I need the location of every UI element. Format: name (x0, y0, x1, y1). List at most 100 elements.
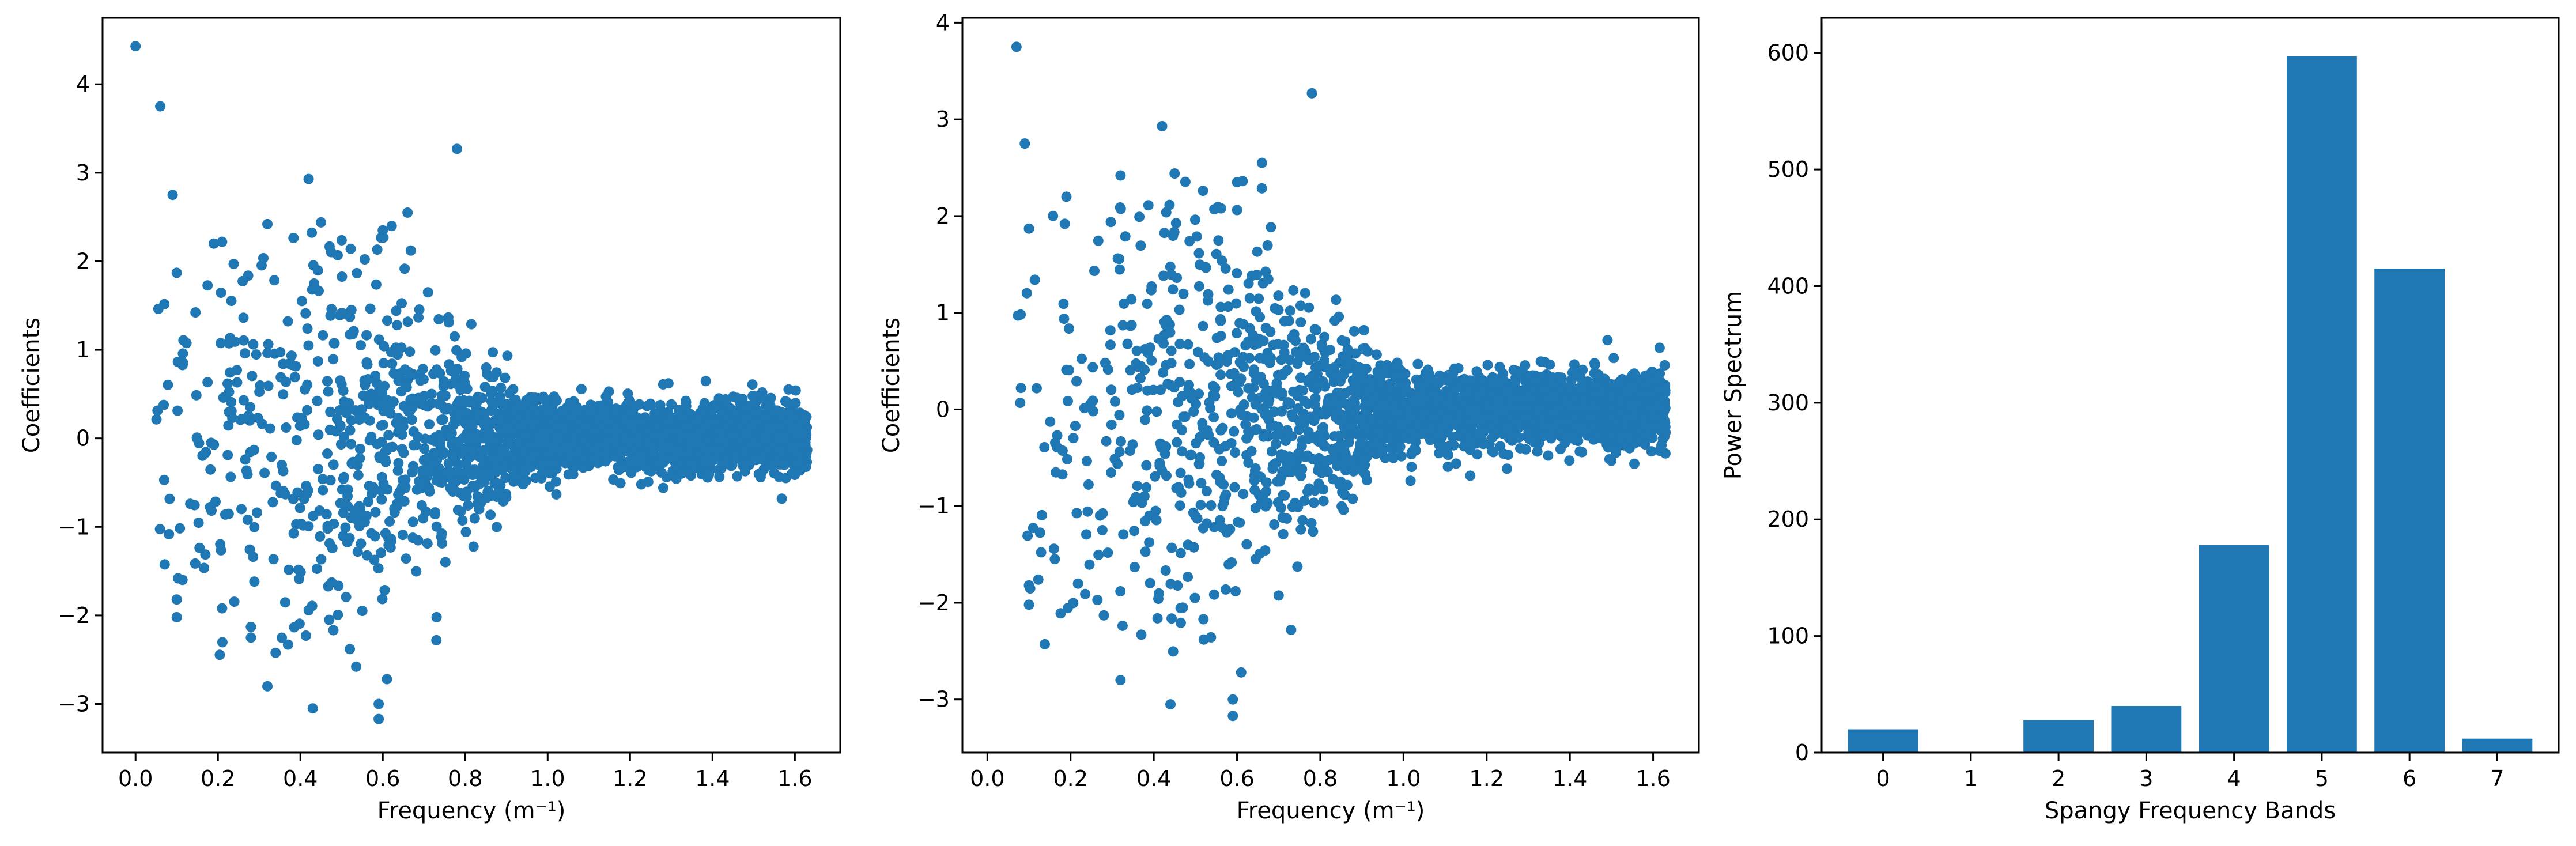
scatter-point (163, 379, 173, 390)
scatter-point (1172, 437, 1183, 448)
scatter-point (1357, 437, 1368, 448)
scatter-point (418, 513, 429, 524)
scatter-point (588, 405, 599, 416)
scatter-point (1528, 437, 1539, 448)
scatter-point (576, 384, 587, 395)
scatter-point (222, 450, 233, 460)
scatter-point (457, 515, 468, 526)
scatter-point (1127, 439, 1138, 450)
scatter-point (441, 404, 452, 415)
scatter-point (342, 491, 353, 502)
scatter-point (1238, 399, 1249, 410)
scatter-point (1269, 519, 1280, 530)
scatter-point (1115, 586, 1126, 596)
scatter-point (245, 632, 256, 643)
scatter-point (1131, 492, 1142, 503)
scatter-point (1243, 383, 1254, 394)
scatter-point (430, 448, 441, 459)
scatter-point (444, 467, 455, 478)
scatter-point (401, 553, 411, 564)
scatter-point (1203, 295, 1213, 306)
scatter-point (1249, 339, 1260, 350)
scatter-point (471, 432, 482, 443)
scatter-point (1396, 451, 1407, 462)
scatter-point (312, 563, 322, 574)
scatter-point (1309, 497, 1319, 508)
scatter-point (1213, 235, 1224, 246)
scatter-point (1062, 454, 1072, 464)
scatter-point (728, 447, 739, 458)
scatter-point (1318, 496, 1329, 507)
scatter-point (1142, 405, 1153, 416)
scatter-point (793, 449, 804, 460)
scatter-point (279, 597, 290, 608)
scatter-point (288, 233, 299, 243)
scatter-point (1036, 509, 1047, 520)
scatter-point (1102, 547, 1113, 558)
scatter-point (1081, 456, 1092, 467)
scatter-point (1370, 426, 1381, 437)
scatter-point (459, 396, 470, 406)
scatter-point (307, 227, 318, 238)
scatter-point (1208, 589, 1219, 600)
scatter-point (1397, 370, 1408, 381)
scatter-point (1166, 380, 1177, 391)
scatter-point (358, 390, 369, 401)
scatter-point (1588, 411, 1598, 422)
scatter-point (363, 496, 373, 507)
scatter-point (1321, 455, 1332, 466)
scatter-point (620, 416, 631, 427)
scatter-point (346, 439, 357, 450)
scatter-point (217, 236, 228, 247)
scatter-point (473, 409, 484, 420)
scatter-point (1217, 523, 1228, 534)
scatter-point (552, 433, 563, 444)
scatter-point (167, 190, 178, 201)
scatter-point (366, 431, 377, 442)
scatter-point (345, 329, 356, 340)
scatter-point (1058, 299, 1069, 309)
scatter-point (175, 523, 186, 534)
scatter-point (573, 416, 584, 426)
scatter-point (335, 498, 346, 509)
scatter-point (527, 401, 538, 412)
scatter-point (1314, 430, 1325, 441)
scatter-point (287, 360, 298, 371)
scatter-point (376, 547, 387, 558)
scatter-point (228, 259, 239, 270)
scatter-point (1106, 384, 1117, 395)
scatter-point (1114, 254, 1125, 265)
scatter-point (1338, 504, 1349, 515)
scatter-point (1135, 240, 1146, 251)
scatter-point (520, 466, 531, 477)
scatter-point (386, 221, 397, 232)
scatter-point (1238, 361, 1249, 372)
scatter-point (1285, 354, 1295, 365)
scatter-point (262, 218, 273, 229)
scatter-point (328, 519, 339, 530)
scatter-point (580, 421, 591, 432)
x-tick-label: 0.0 (118, 766, 153, 791)
scatter-point (1166, 345, 1177, 356)
scatter-point (1295, 524, 1306, 535)
y-tick-label: 2 (76, 248, 90, 274)
scatter-point (628, 424, 639, 435)
scatter-point (190, 558, 201, 569)
scatter-point (734, 433, 745, 444)
scatter-point (1050, 437, 1060, 448)
scatter-point (1260, 266, 1271, 277)
scatter-point (537, 468, 547, 479)
scatter-point (389, 503, 400, 514)
scatter-point (1282, 513, 1292, 524)
scatter-point (474, 504, 485, 515)
scatter-point (462, 408, 473, 418)
scatter-point (554, 447, 565, 458)
scatter-point (1465, 470, 1476, 481)
scatter-point (1101, 436, 1112, 447)
x-tick-label: 1.0 (530, 766, 565, 791)
scatter-point (345, 644, 356, 655)
scatter-point (1036, 547, 1047, 558)
scatter-point (1029, 274, 1040, 285)
scatter-point (693, 450, 704, 460)
scatter-point (1155, 384, 1166, 395)
